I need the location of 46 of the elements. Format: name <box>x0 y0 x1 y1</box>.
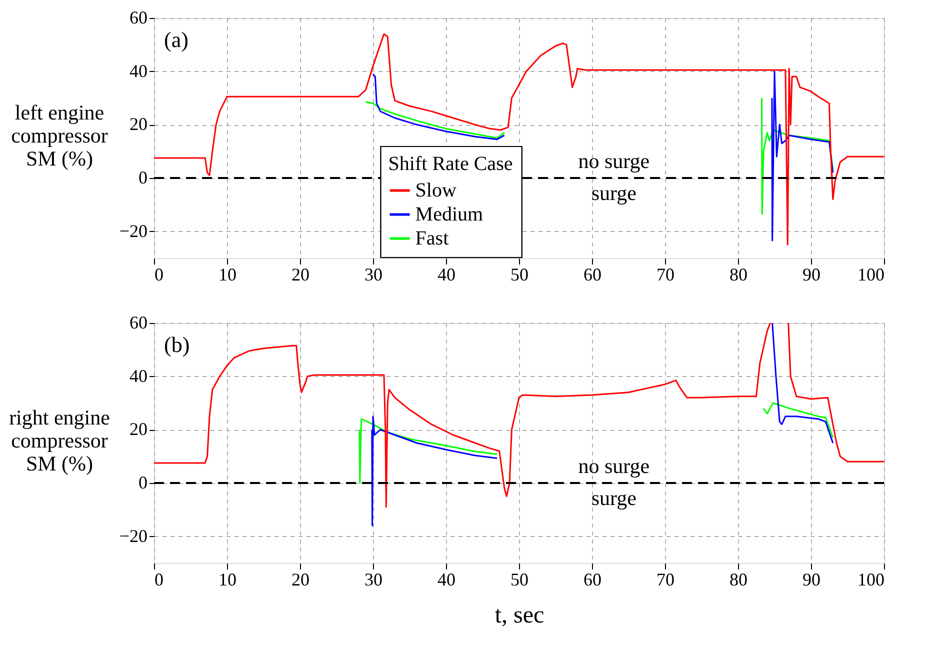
annotation: surge <box>591 181 636 205</box>
y-tick-label: 0 <box>138 168 148 188</box>
x-tick-label: 10 <box>218 570 236 590</box>
x-tick-label: 0 <box>154 264 164 284</box>
x-tick-label: 90 <box>802 264 820 284</box>
y-tick-label: −20 <box>119 220 148 241</box>
y-tick-label: 60 <box>130 8 148 28</box>
x-tick-label: 70 <box>656 570 674 590</box>
y-tick-label: −20 <box>119 526 148 546</box>
x-tick-label: 20 <box>292 264 310 284</box>
x-tick-label: 20 <box>292 570 310 590</box>
y-tick-label: 20 <box>130 419 148 440</box>
legend-label: Fast <box>415 228 450 250</box>
legend-title: Shift Rate Case <box>388 153 513 175</box>
x-tick-label: 80 <box>730 264 748 284</box>
x-tick-label: 0 <box>154 570 164 590</box>
y-axis-title: right engine compressor SM (%) <box>9 406 110 476</box>
y-axis-title: left engine compressor SM (%) <box>11 100 108 170</box>
y-tick-label: 40 <box>130 366 148 386</box>
annotation: surge <box>591 486 636 510</box>
x-tick-label: 30 <box>364 264 382 284</box>
annotation: (a) <box>164 27 188 52</box>
x-tick-label: 70 <box>656 264 674 284</box>
annotation: no surge <box>578 149 650 173</box>
x-tick-label: 80 <box>730 570 748 590</box>
y-tick-label: 0 <box>138 472 148 492</box>
y-tick-label: 40 <box>130 60 148 81</box>
x-tick-label: 50 <box>510 264 528 284</box>
x-tick-label: 40 <box>438 264 456 284</box>
y-tick-label: 60 <box>130 312 148 332</box>
annotation: no surge <box>578 454 650 478</box>
x-tick-label: 90 <box>802 570 820 590</box>
x-tick-label: 40 <box>438 570 456 590</box>
x-axis-title: t, sec <box>494 602 544 628</box>
x-tick-label: 10 <box>218 264 236 284</box>
x-tick-label: 60 <box>584 264 602 284</box>
legend-label: Slow <box>415 180 457 202</box>
x-tick-label: 100 <box>858 570 884 590</box>
x-tick-label: 30 <box>364 570 382 590</box>
y-tick-label: 20 <box>130 114 148 134</box>
annotation: (b) <box>164 332 190 357</box>
legend-label: Medium <box>415 204 484 226</box>
x-tick-label: 100 <box>858 264 884 284</box>
x-tick-label: 50 <box>510 570 528 590</box>
x-tick-label: 60 <box>584 570 602 590</box>
line-series <box>154 33 884 246</box>
